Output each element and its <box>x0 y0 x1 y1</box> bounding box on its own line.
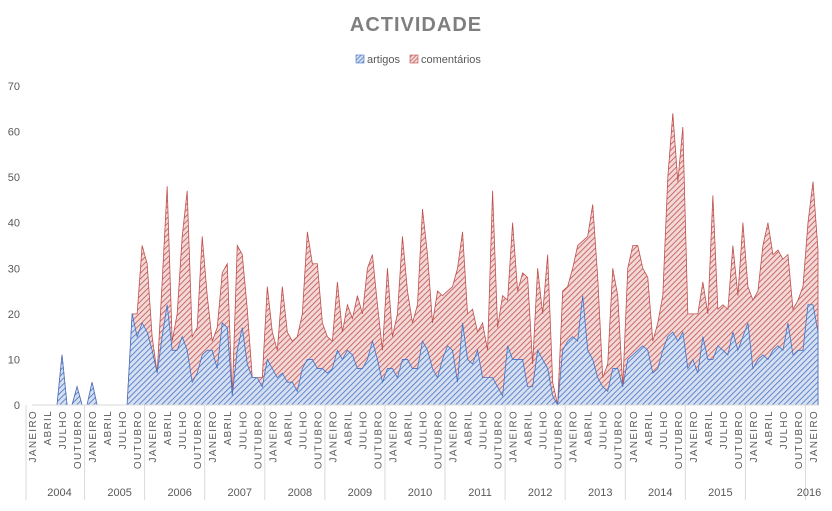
x-tick-label: OUTUBRO <box>373 410 384 469</box>
x-tick-label: JANEIRO <box>569 410 580 462</box>
x-tick-label: JULHO <box>238 410 249 449</box>
year-label: 2014 <box>648 487 672 499</box>
x-axis: JANEIRO ABRIL JULHO OUTUBRO JANEIRO ABRIL JULH… <box>25 404 821 500</box>
x-tick-label: ABRIL <box>524 410 535 445</box>
plot-areas <box>32 113 819 407</box>
year-label: 2012 <box>528 487 552 499</box>
year-label: 2015 <box>708 487 732 499</box>
x-tick-label: ABRIL <box>584 410 595 445</box>
x-tick-label: OUTUBRO <box>434 410 445 469</box>
x-tick-label: OUTUBRO <box>133 410 144 469</box>
year-label: 2013 <box>588 487 612 499</box>
x-tick-label: OUTUBRO <box>494 410 505 469</box>
y-tick-label: 70 <box>8 81 20 93</box>
year-label: 2005 <box>107 487 131 499</box>
year-label: 2006 <box>167 487 191 499</box>
y-tick-label: 50 <box>8 172 20 184</box>
x-tick-label: ABRIL <box>283 410 294 445</box>
x-tick-label: OUTUBRO <box>614 410 625 469</box>
year-label: 2011 <box>468 487 492 499</box>
x-tick-label: OUTUBRO <box>794 410 805 469</box>
x-tick-label: OUTUBRO <box>253 410 264 469</box>
x-tick-label: JANEIRO <box>28 410 39 462</box>
year-label: 2004 <box>47 487 71 499</box>
year-label: 2016 <box>797 487 821 499</box>
x-tick-label: JANEIRO <box>328 410 339 462</box>
series-comentarios-area <box>32 113 819 406</box>
x-tick-label: ABRIL <box>223 410 234 445</box>
legend-swatch-artigos <box>355 54 365 64</box>
x-tick-label: OUTUBRO <box>193 410 204 469</box>
legend-swatch-comentarios <box>409 54 419 64</box>
y-axis: 0 10 20 30 40 50 60 70 <box>8 81 20 412</box>
x-tick-label: JANEIRO <box>268 410 279 462</box>
legend-label-artigos: artigos <box>367 54 401 66</box>
x-tick-label: JANEIRO <box>148 410 159 462</box>
x-tick-label: JANEIRO <box>809 410 820 462</box>
x-tick-label: JULHO <box>479 410 490 449</box>
x-tick-label: ABRIL <box>464 410 475 445</box>
x-tick-label: JULHO <box>358 410 369 449</box>
x-tick-label: JANEIRO <box>689 410 700 462</box>
x-tick-label: JANEIRO <box>208 410 219 462</box>
x-tick-label: JULHO <box>539 410 550 449</box>
year-label: 2008 <box>288 487 312 499</box>
x-tick-label: JULHO <box>659 410 670 449</box>
x-tick-label: JANEIRO <box>388 410 399 462</box>
y-tick-label: 30 <box>8 263 20 275</box>
series-artigos-area <box>32 295 819 407</box>
x-tick-label: ABRIL <box>644 410 655 445</box>
x-tick-label: JANEIRO <box>749 410 760 462</box>
year-label: 2009 <box>348 487 372 499</box>
x-tick-label: JANEIRO <box>509 410 520 462</box>
x-tick-label: OUTUBRO <box>674 410 685 469</box>
x-tick-label: JANEIRO <box>449 410 460 462</box>
x-tick-label: ABRIL <box>704 410 715 445</box>
x-tick-label: JULHO <box>298 410 309 449</box>
y-tick-label: 10 <box>8 354 20 366</box>
x-tick-label: JANEIRO <box>629 410 640 462</box>
x-tick-label: OUTUBRO <box>313 410 324 469</box>
x-tick-label: JANEIRO <box>88 410 99 462</box>
legend-label-comentarios: comentários <box>421 54 481 66</box>
x-tick-label: OUTUBRO <box>734 410 745 469</box>
y-tick-label: 40 <box>8 218 20 230</box>
x-tick-label: ABRIL <box>343 410 354 445</box>
x-tick-label: OUTUBRO <box>73 410 84 469</box>
y-tick-label: 60 <box>8 127 20 139</box>
x-tick-label: JULHO <box>178 410 189 449</box>
x-tick-label: ABRIL <box>163 410 174 445</box>
year-label: 2007 <box>228 487 252 499</box>
year-label: 2010 <box>408 487 432 499</box>
x-tick-label: ABRIL <box>103 410 114 445</box>
x-tick-label: JULHO <box>118 410 129 449</box>
x-tick-label: ABRIL <box>43 410 54 445</box>
x-tick-label: JULHO <box>599 410 610 449</box>
legend: artigos comentários <box>355 54 481 66</box>
x-tick-label: ABRIL <box>403 410 414 445</box>
x-tick-label: JULHO <box>58 410 69 449</box>
x-tick-label: JULHO <box>719 410 730 449</box>
x-tick-label: ABRIL <box>764 410 775 445</box>
x-tick-label: OUTUBRO <box>554 410 565 469</box>
chart-title: ACTIVIDADE <box>350 14 482 36</box>
y-tick-label: 0 <box>14 400 20 412</box>
y-tick-label: 20 <box>8 309 20 321</box>
x-tick-label: JULHO <box>418 410 429 449</box>
x-tick-label: JULHO <box>779 410 790 449</box>
